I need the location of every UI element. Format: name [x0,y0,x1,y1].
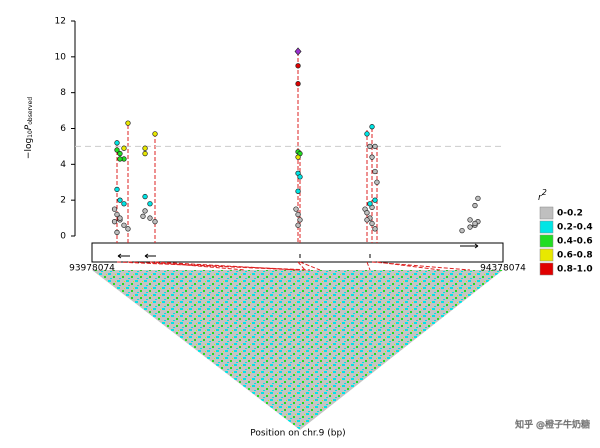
snp-point [459,227,465,234]
snp-point [467,217,473,223]
snp-point [152,219,158,225]
legend-swatch [539,262,554,276]
y-tick-label: 2 [60,196,66,206]
snp-point [121,145,127,151]
snp-point [374,179,380,185]
snp-point [467,224,473,230]
lead-snp [294,47,302,56]
y-label-part: observed [27,97,34,125]
snp-point [152,131,158,137]
snp-point [372,143,378,150]
y-label-part: 10 [27,130,34,138]
snp-point [114,211,120,218]
snp-point [147,201,153,207]
y-tick-label: 0 [60,232,66,242]
snp-point [297,174,303,180]
snp-point [121,201,127,207]
snp-point [369,154,375,160]
snp-point [369,220,375,227]
legend-label: 0-0.2 [557,209,583,219]
gene-arrows [117,243,479,259]
snp-point [117,197,123,203]
snp-point [117,156,123,162]
snp-point [293,206,299,212]
legend-swatch [539,220,554,234]
snp-point [297,217,303,223]
snp-point [125,226,131,232]
snp-point [147,215,153,221]
x-tick-label: 94378074 [480,264,526,274]
ld-heatmap [92,270,503,430]
y-tick-label: 8 [60,88,66,98]
snp-point [114,229,120,236]
y-tick-label: 12 [55,17,66,27]
snp-point [295,63,301,69]
snp-point [111,219,118,225]
snp-point [372,197,378,203]
ld-links [116,52,471,271]
y-label-part: −log [24,138,34,159]
y-tick-label: 6 [60,124,66,134]
watermark: 知乎 @橙子牛奶糖 [515,419,590,431]
snp-point [364,210,370,216]
legend-title-part: 2 [542,188,547,197]
x-tick-label: 93978074 [69,264,115,274]
y-label-part: P [24,124,34,130]
legend-label: 0.8-1.0 [557,265,593,275]
snp-point [295,188,301,194]
snp-point [364,131,370,137]
snp-point [142,145,148,151]
legend-label: 0.4-0.6 [557,237,593,247]
snp-point [117,215,123,221]
snp-point [295,154,301,160]
snp-point [367,143,373,150]
x-axis-label: Position on chr.9 (bp) [250,429,345,439]
y-tick-label: 4 [60,160,66,170]
snp-point [142,208,148,214]
snp-point [142,193,148,200]
snp-point [121,222,127,228]
legend-swatch [539,206,554,220]
y-axis-label: −log10Pobserved [24,97,34,159]
legend-swatch [539,248,554,262]
legend-label: 0.6-0.8 [557,251,593,261]
legend-swatch [539,234,554,248]
legend-title-part: r [538,193,543,203]
snp-point [372,168,378,175]
snp-point [111,206,118,212]
snp-point [475,195,481,202]
snp-point [295,222,301,228]
snp-point [140,213,146,219]
y-tick-label: 10 [55,52,67,62]
snp-point [367,201,373,207]
snp-point [369,124,375,130]
legend-label: 0.2-0.4 [557,223,593,233]
snp-point [472,220,478,227]
snp-point [125,120,131,126]
snp-point [114,186,120,193]
snp-point [372,226,378,232]
snp-point [472,202,478,209]
legend-title: r2 [538,188,547,203]
snp-point [114,140,120,146]
gene-track [91,242,504,263]
snp-point [364,217,370,223]
snp-point [295,81,301,87]
snp-point [117,150,123,157]
snp-point [142,150,148,157]
snp-point [295,211,301,218]
snp-point [114,147,120,153]
